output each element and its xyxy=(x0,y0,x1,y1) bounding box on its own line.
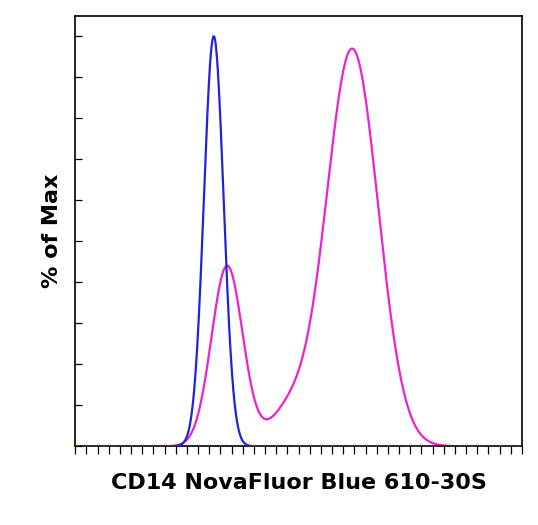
X-axis label: CD14 NovaFluor Blue 610-30S: CD14 NovaFluor Blue 610-30S xyxy=(111,474,486,494)
Y-axis label: % of Max: % of Max xyxy=(42,174,62,288)
